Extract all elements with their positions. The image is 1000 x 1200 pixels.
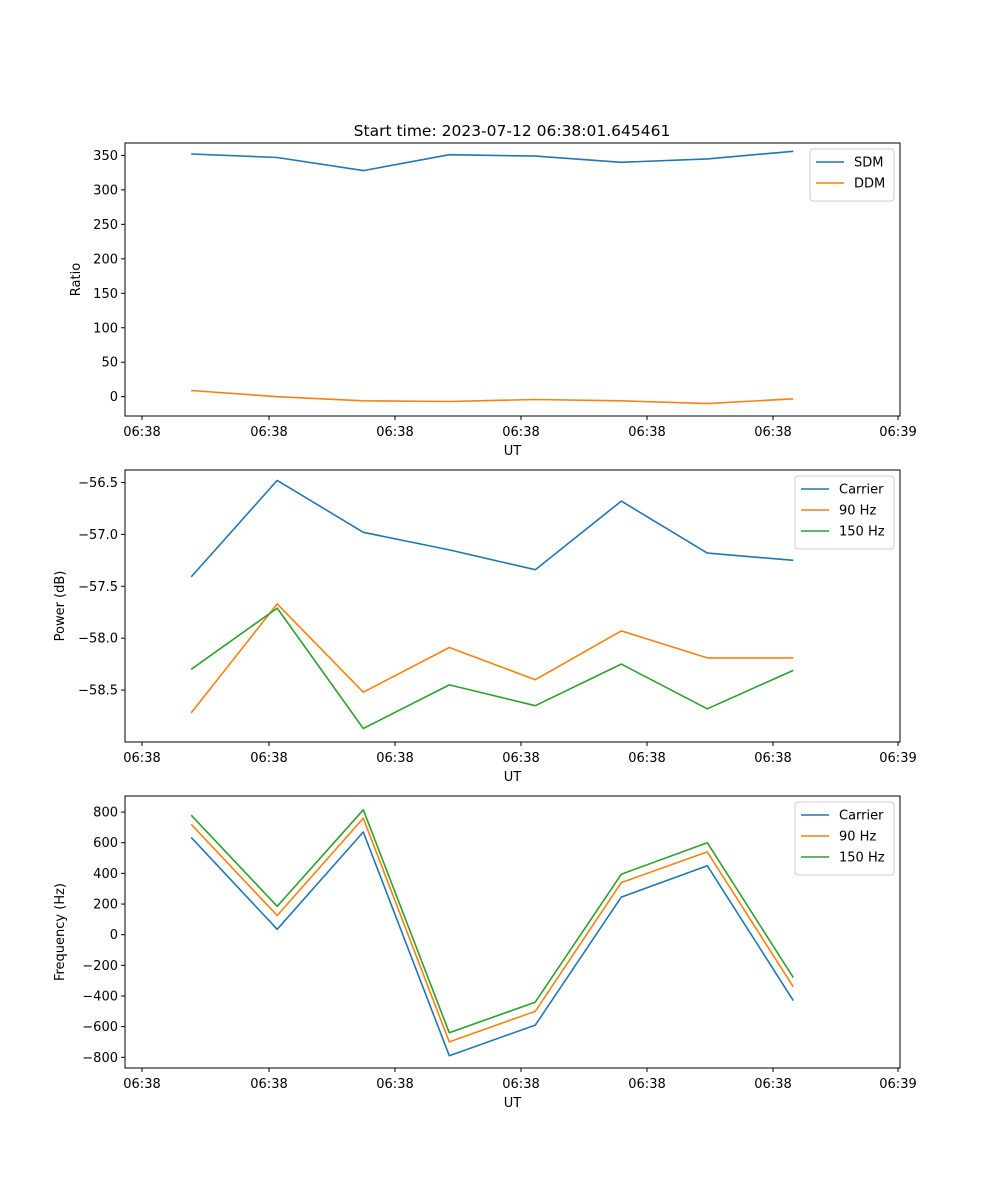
y-tick-label: 0 [110,928,118,943]
axes-frame [124,795,901,1069]
x-tick-label: 06:38 [628,751,665,766]
series-line-carrier [190,479,794,578]
series-line-150-hz [190,808,794,1034]
x-tick-label: 06:39 [879,425,916,440]
y-tick-label: −400 [82,989,118,1004]
y-axis-label: Power (dB) [53,571,68,642]
y-tick-label: 100 [93,321,118,336]
y-axis-label: Frequency (Hz) [53,883,68,981]
x-tick-label: 06:39 [879,751,916,766]
x-tick-label: 06:38 [250,751,287,766]
series-line-carrier [190,831,794,1057]
x-tick-label: 06:38 [502,751,539,766]
y-tick-label: 800 [93,806,118,821]
y-tick-label: 250 [93,218,118,233]
axes-frame [124,469,901,743]
x-tick-label: 06:38 [123,425,160,440]
x-tick-label: 06:38 [754,1077,791,1092]
axes-frame [124,142,901,417]
y-tick-label: 0 [110,390,118,405]
x-tick-label: 06:39 [879,1077,916,1092]
y-tick-label: 50 [101,356,118,371]
y-tick-label: −57.5 [78,580,118,595]
legend-label: SDM [854,156,883,171]
x-axis-label: UT [504,444,522,459]
legend-label: Carrier [839,809,884,824]
x-axis-label: UT [504,770,522,785]
x-tick-label: 06:38 [502,425,539,440]
y-tick-label: −58.0 [78,632,118,647]
legend-label: DDM [854,177,885,192]
legend-label: Carrier [839,483,884,498]
x-tick-label: 06:38 [376,751,413,766]
legend-label: 90 Hz [839,830,876,845]
y-tick-label: −600 [82,1020,118,1035]
y-tick-label: 150 [93,287,118,302]
x-tick-label: 06:38 [628,425,665,440]
x-tick-label: 06:38 [502,1077,539,1092]
series-line-90-hz [190,603,794,714]
y-tick-label: −58.5 [78,684,118,699]
x-axis-label: UT [504,1096,522,1111]
x-tick-label: 06:38 [754,751,791,766]
y-tick-label: 300 [93,183,118,198]
series-line-90-hz [190,817,794,1043]
legend-label: 90 Hz [839,504,876,519]
y-axis-label: Ratio [69,263,84,296]
y-tick-label: 200 [93,898,118,913]
y-tick-label: −57.0 [78,528,118,543]
legend: Carrier 90 Hz 150 Hz [794,475,895,550]
legend: Carrier 90 Hz 150 Hz [794,801,895,876]
x-tick-label: 06:38 [754,425,791,440]
panel-2: −58.5 −58.0 −57.5 −57.0 −56.5 06:38 06:38 06:38… [53,469,917,785]
x-tick-label: 06:38 [250,425,287,440]
series-line-ddm [191,389,794,405]
legend-label: 150 Hz [839,851,885,866]
y-tick-label: 200 [93,252,118,267]
legend-label: 150 Hz [839,525,885,540]
x-tick-label: 06:38 [250,1077,287,1092]
y-tick-label: 600 [93,836,118,851]
panel-1: 0 50 100 150 200 250 300 350 06:38 06:38 06:38 06:3… [69,142,917,459]
series-line-150-hz [190,607,794,730]
y-tick-label: −200 [82,959,118,974]
chart-title: Start time: 2023-07-12 06:38:01.645461 [354,122,671,140]
y-tick-label: 400 [93,867,118,882]
x-tick-label: 06:38 [376,1077,413,1092]
y-tick-label: −800 [82,1051,118,1066]
x-tick-label: 06:38 [123,1077,160,1092]
x-tick-label: 06:38 [628,1077,665,1092]
panel-3: −800 −600 −400 −200 0 200 400 600 800 06:38 06:38 0… [53,795,917,1111]
series-line-sdm [191,150,794,172]
legend: SDM DDM [809,148,895,202]
y-tick-label: −56.5 [78,476,118,491]
x-tick-label: 06:38 [123,751,160,766]
y-tick-label: 350 [93,149,118,164]
x-tick-label: 06:38 [376,425,413,440]
